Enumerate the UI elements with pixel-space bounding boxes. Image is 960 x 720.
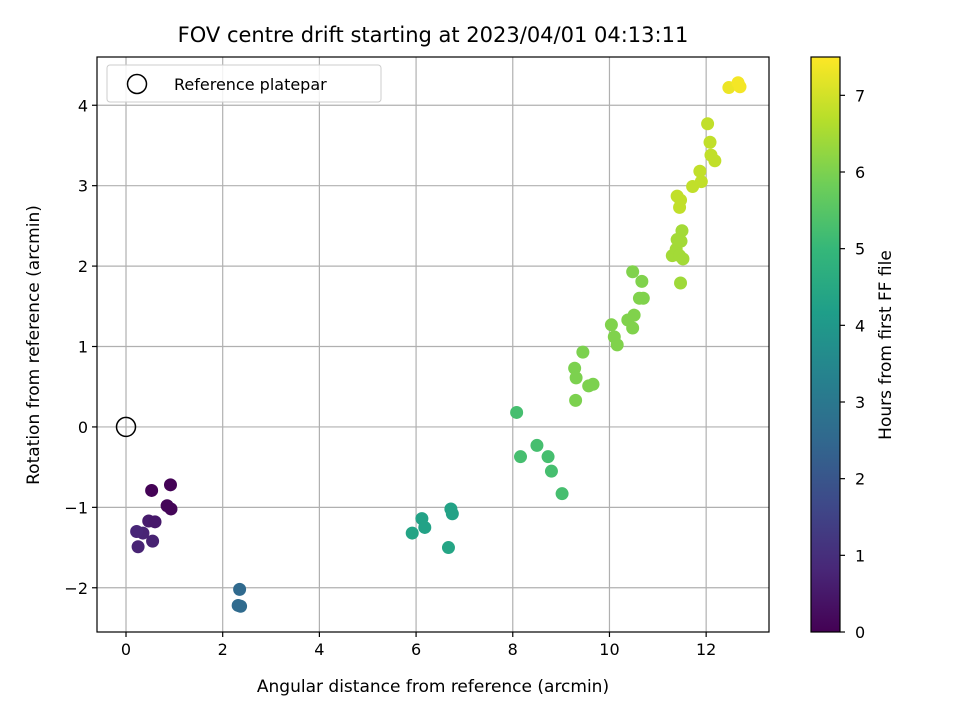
colorbar-tick-label: 5: [855, 240, 865, 259]
data-point: [514, 450, 528, 464]
x-tick-label: 6: [411, 640, 421, 659]
data-point: [418, 520, 432, 534]
y-axis-label: Rotation from reference (arcmin): [24, 205, 44, 485]
data-point: [544, 464, 558, 478]
y-tick-label: 3: [78, 177, 88, 196]
data-point: [445, 507, 459, 521]
legend-label: Reference platepar: [174, 75, 327, 94]
data-point: [610, 338, 624, 352]
data-point: [148, 515, 162, 529]
data-point: [576, 345, 590, 359]
data-point: [674, 193, 688, 207]
plot-background: [97, 57, 769, 632]
colorbar-label: Hours from first FF file: [876, 250, 896, 440]
data-point: [701, 117, 715, 131]
data-point: [674, 276, 688, 290]
y-axis-ticks: −2 −1 0 1 2 3 4: [64, 96, 97, 598]
colorbar-ticks: 0 1 2 3 4 5 6 7: [840, 86, 865, 642]
plot-frame: [96, 56, 770, 633]
data-point: [234, 599, 248, 613]
y-tick-label: 0: [78, 418, 88, 437]
data-point: [627, 308, 641, 322]
data-point: [233, 582, 247, 596]
data-point: [626, 265, 640, 279]
colorbar-tick-label: 7: [855, 86, 865, 105]
legend: Reference platepar: [106, 64, 382, 103]
data-point: [703, 135, 717, 149]
data-point: [568, 361, 582, 375]
colorbar-gradient: [810, 56, 841, 633]
data-point: [541, 450, 555, 464]
x-tick-label: 12: [696, 640, 716, 659]
colorbar-tick-label: 6: [855, 163, 865, 182]
data-point: [441, 541, 455, 555]
data-point: [635, 274, 649, 288]
data-points: [130, 76, 747, 613]
data-point: [146, 534, 160, 548]
colorbar-tick-label: 0: [855, 623, 865, 642]
reference-point-marker: [115, 416, 137, 438]
data-point: [163, 478, 177, 492]
x-tick-label: 0: [121, 640, 131, 659]
data-point: [676, 252, 690, 266]
chart-title: FOV centre drift starting at 2023/04/01 …: [178, 23, 689, 47]
legend-marker-icon: [126, 73, 148, 95]
data-point: [405, 526, 419, 540]
data-point: [131, 540, 145, 554]
y-tick-label: 1: [78, 338, 88, 357]
y-tick-label: −2: [64, 579, 88, 598]
data-point: [636, 291, 650, 305]
data-point: [530, 438, 544, 452]
x-tick-label: 4: [314, 640, 324, 659]
gridlines: [97, 57, 769, 632]
data-point: [708, 154, 722, 168]
x-tick-label: 10: [599, 640, 619, 659]
x-axis-label: Angular distance from reference (arcmin): [257, 677, 609, 697]
colorbar-tick-label: 2: [855, 470, 865, 489]
x-tick-label: 8: [508, 640, 518, 659]
y-tick-label: 4: [78, 96, 88, 115]
x-axis-ticks: 0 2 4 6 8 10 12: [121, 632, 716, 659]
data-point: [694, 175, 708, 189]
data-point: [555, 487, 569, 501]
colorbar-tick-label: 3: [855, 393, 865, 412]
y-tick-label: −1: [64, 498, 88, 517]
data-point: [604, 318, 618, 332]
data-point: [674, 234, 688, 248]
data-point: [693, 164, 707, 178]
colorbar-tick-label: 1: [855, 546, 865, 565]
data-point: [586, 377, 600, 391]
colorbar-tick-label: 4: [855, 316, 865, 335]
legend-box: [106, 64, 382, 103]
y-tick-label: 2: [78, 257, 88, 276]
data-point: [569, 393, 583, 407]
data-point: [733, 80, 747, 94]
colorbar: 0 1 2 3 4 5 6 7 Hours from first FF file: [810, 56, 896, 642]
data-point: [130, 524, 144, 538]
x-tick-label: 2: [218, 640, 228, 659]
data-point: [164, 502, 178, 516]
data-point: [145, 483, 159, 497]
data-point: [626, 321, 640, 335]
data-point: [510, 405, 524, 419]
data-point: [569, 371, 583, 385]
